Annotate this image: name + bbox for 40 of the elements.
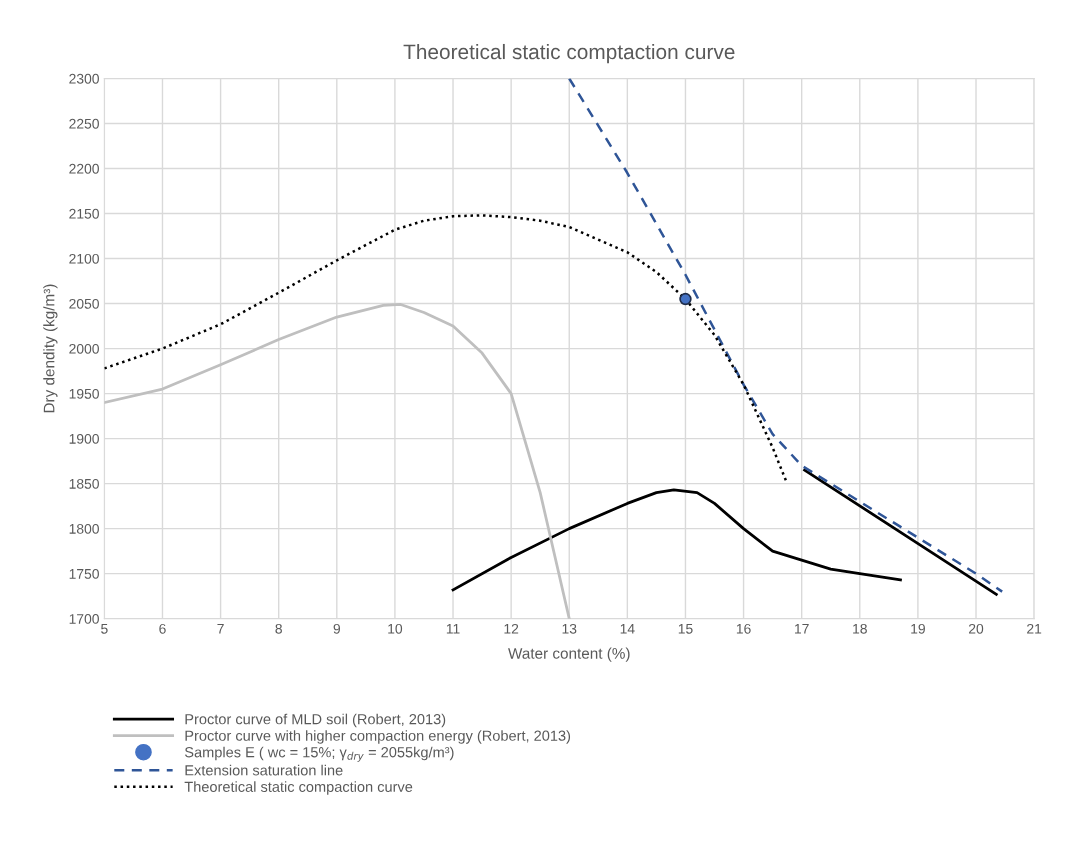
x-tick-label: 19 — [911, 623, 925, 634]
x-tick-label: 13 — [562, 623, 577, 634]
chart-title: Theoretical static comptaction curve — [403, 43, 735, 64]
y-tick-label: 1950 — [69, 388, 99, 399]
x-tick-label: 16 — [736, 623, 751, 634]
y-tick-label: 2100 — [69, 253, 99, 264]
legend-label: Samples E ( wc = 15%; γ$_{dry}$ = 2055kg/m³) — [184, 746, 454, 762]
y-tick-label: 2200 — [69, 163, 99, 174]
legend-label: Proctor curve of MLD soil (Robert, 2013) — [185, 713, 446, 728]
y-tick-label: 2050 — [69, 298, 99, 309]
x-tick-label: 17 — [795, 624, 809, 634]
y-tick-label: 1700 — [69, 613, 99, 624]
x-tick-label: 18 — [853, 623, 867, 634]
x-tick-label: 8 — [275, 623, 282, 634]
x-tick-label: 21 — [1027, 623, 1042, 634]
x-tick-label: 14 — [620, 624, 635, 634]
legend-label: Extension saturation line — [185, 764, 343, 776]
y-tick-label: 1900 — [69, 433, 99, 444]
y-tick-label: 2300 — [69, 73, 99, 84]
y-axis-title: Dry dendity (kg/m³) — [43, 284, 58, 413]
y-tick-label: 2150 — [69, 208, 99, 219]
x-tick-label: 20 — [968, 623, 984, 634]
line-series — [567, 78, 1004, 593]
x-tick-label: 5 — [101, 624, 108, 634]
y-tick-label: 2250 — [69, 118, 99, 129]
x-tick-label: 6 — [159, 623, 166, 634]
x-tick-label: 9 — [333, 623, 341, 634]
x-axis-title: Water content (%) — [508, 647, 630, 662]
y-tick-label: 1750 — [69, 568, 99, 579]
line-series — [104, 303, 571, 619]
y-tick-label: 1850 — [69, 478, 99, 489]
x-tick-label: 10 — [388, 623, 403, 634]
x-tick-label: 15 — [678, 624, 693, 634]
x-tick-label: 12 — [504, 623, 519, 634]
y-tick-label: 2000 — [69, 343, 99, 354]
x-tick-label: 7 — [217, 624, 224, 634]
y-tick-label: 1800 — [69, 523, 99, 534]
x-tick-label: 11 — [446, 624, 460, 634]
legend-label: Theoretical static compaction curve — [184, 781, 413, 795]
legend-label: Proctor curve with higher compaction energy (Robert, 2013) — [185, 730, 571, 744]
